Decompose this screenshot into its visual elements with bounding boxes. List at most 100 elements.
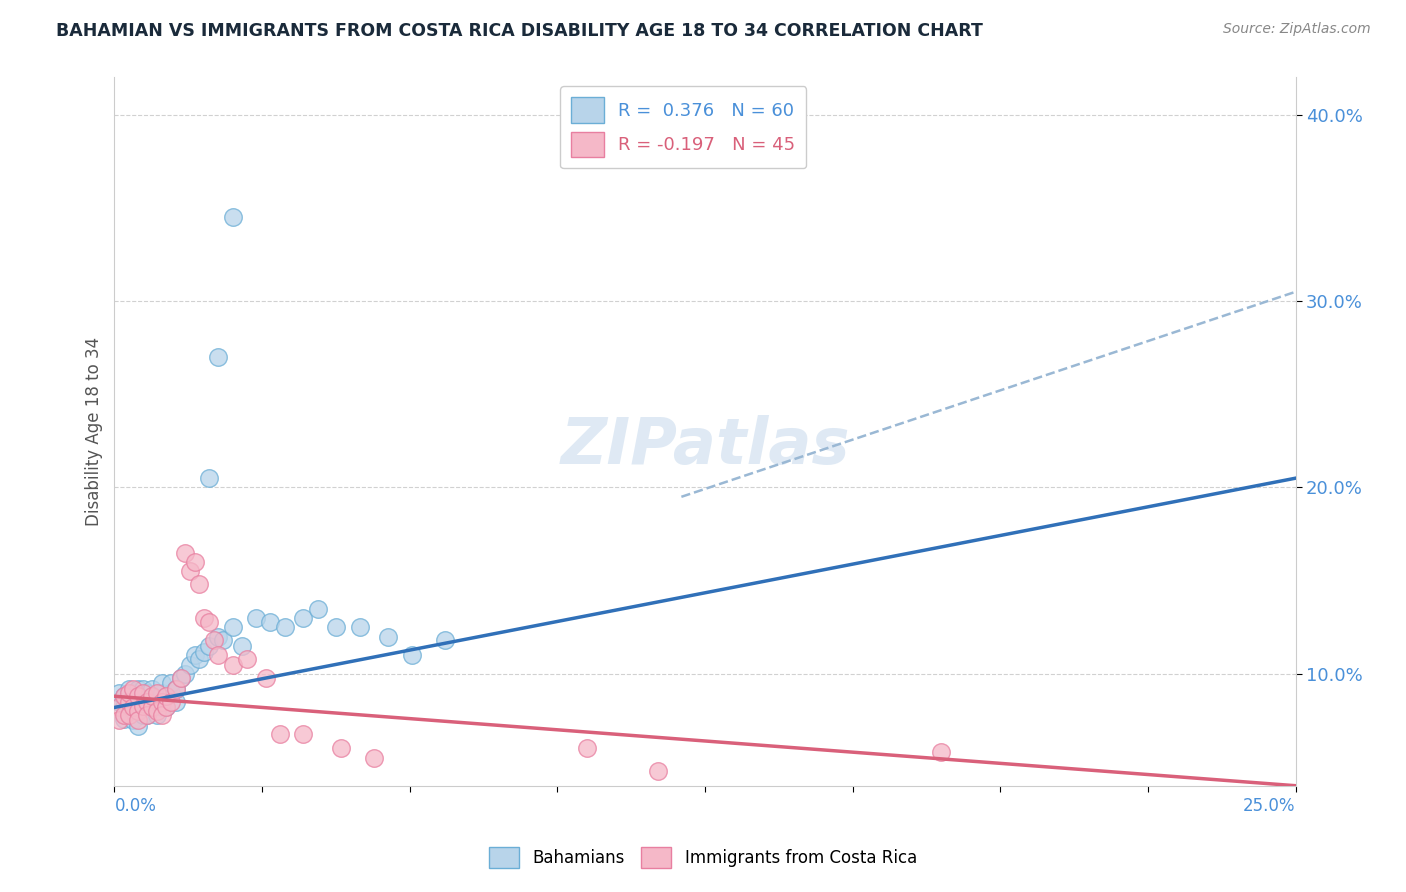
Point	[160, 676, 183, 690]
Point	[235, 652, 257, 666]
Point	[117, 681, 139, 696]
Text: ZIPatlas: ZIPatlas	[560, 415, 849, 476]
Point	[221, 620, 243, 634]
Point	[207, 630, 229, 644]
Point	[150, 707, 173, 722]
Point	[127, 690, 149, 704]
Point	[108, 714, 131, 728]
Point	[184, 555, 207, 569]
Point	[193, 611, 215, 625]
Point	[245, 611, 267, 625]
Point	[122, 704, 145, 718]
Point	[273, 620, 295, 634]
Point	[146, 695, 169, 709]
Point	[207, 350, 229, 364]
Point	[132, 685, 155, 699]
Point	[207, 648, 229, 663]
Point	[146, 685, 169, 699]
Point	[377, 630, 399, 644]
Point	[231, 639, 253, 653]
Point	[160, 695, 183, 709]
Point	[174, 546, 197, 560]
Text: BAHAMIAN VS IMMIGRANTS FROM COSTA RICA DISABILITY AGE 18 TO 34 CORRELATION CHART: BAHAMIAN VS IMMIGRANTS FROM COSTA RICA D…	[56, 22, 983, 40]
Point	[179, 565, 201, 579]
Point	[363, 751, 385, 765]
Text: Source: ZipAtlas.com: Source: ZipAtlas.com	[1223, 22, 1371, 37]
Point	[122, 700, 145, 714]
Point	[122, 681, 145, 696]
Point	[292, 726, 315, 740]
Point	[112, 712, 135, 726]
Point	[575, 741, 598, 756]
Point	[434, 633, 457, 648]
Point	[254, 671, 277, 685]
Point	[165, 695, 187, 709]
Point	[169, 671, 191, 685]
Point	[136, 695, 159, 709]
Point	[198, 639, 221, 653]
Point	[112, 700, 135, 714]
Point	[165, 681, 187, 696]
Point	[117, 698, 139, 713]
Point	[146, 707, 169, 722]
Point	[108, 695, 131, 709]
Point	[136, 707, 159, 722]
Point	[179, 657, 201, 672]
Point	[112, 690, 135, 704]
Point	[141, 690, 163, 704]
Point	[136, 685, 159, 699]
Point	[198, 471, 221, 485]
Point	[141, 691, 163, 706]
Point	[127, 719, 149, 733]
Point	[325, 620, 347, 634]
Point	[401, 648, 423, 663]
Point	[221, 211, 243, 225]
Point	[155, 690, 177, 704]
Point	[132, 681, 155, 696]
Point	[188, 652, 211, 666]
Point	[127, 690, 149, 704]
Point	[132, 698, 155, 713]
Point	[117, 707, 139, 722]
Point	[155, 700, 177, 714]
Point	[141, 681, 163, 696]
Point	[307, 601, 329, 615]
Point	[127, 700, 149, 714]
Point	[122, 685, 145, 699]
Point	[169, 671, 191, 685]
Legend: Bahamians, Immigrants from Costa Rica: Bahamians, Immigrants from Costa Rica	[482, 840, 924, 875]
Text: 0.0%: 0.0%	[114, 797, 156, 815]
Point	[349, 620, 371, 634]
Point	[174, 666, 197, 681]
Text: 25.0%: 25.0%	[1243, 797, 1295, 815]
Point	[122, 693, 145, 707]
Point	[108, 700, 131, 714]
Point	[647, 764, 669, 778]
Point	[117, 695, 139, 709]
Point	[165, 681, 187, 696]
Point	[122, 714, 145, 728]
Point	[198, 615, 221, 629]
Point	[127, 704, 149, 718]
Point	[150, 676, 173, 690]
Point	[127, 714, 149, 728]
Point	[141, 700, 163, 714]
Point	[160, 685, 183, 699]
Point	[259, 615, 281, 629]
Point	[150, 700, 173, 714]
Point	[929, 745, 952, 759]
Point	[136, 695, 159, 709]
Point	[136, 707, 159, 722]
Legend: R =  0.376   N = 60, R = -0.197   N = 45: R = 0.376 N = 60, R = -0.197 N = 45	[561, 87, 806, 169]
Point	[188, 577, 211, 591]
Point	[221, 657, 243, 672]
Point	[108, 685, 131, 699]
Point	[141, 700, 163, 714]
Point	[155, 690, 177, 704]
Point	[184, 648, 207, 663]
Point	[112, 690, 135, 704]
Point	[117, 685, 139, 699]
Point	[269, 726, 291, 740]
Y-axis label: Disability Age 18 to 34: Disability Age 18 to 34	[86, 337, 103, 526]
Point	[127, 681, 149, 696]
